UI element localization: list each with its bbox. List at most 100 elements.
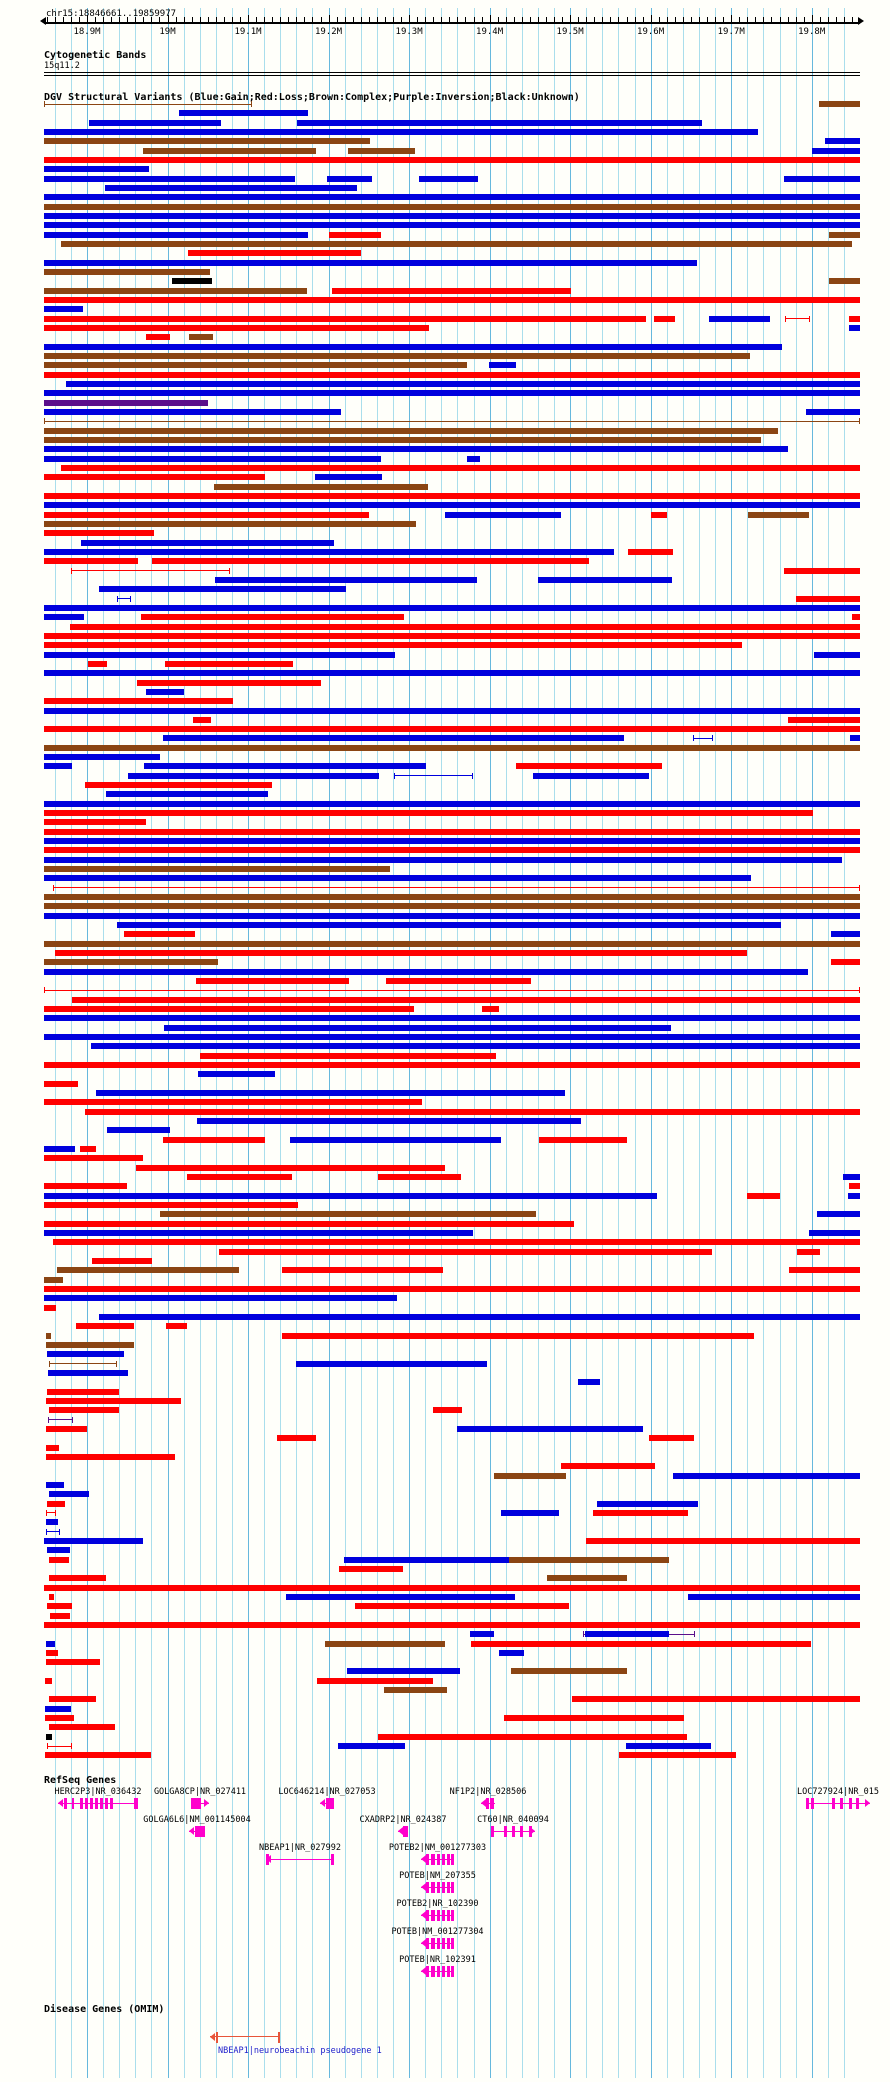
- variant-bar[interactable]: [197, 1071, 275, 1078]
- exon-block[interactable]: [451, 1966, 454, 1977]
- variant-bar[interactable]: [81, 539, 334, 546]
- cytoband-label-15q11-2[interactable]: 15q11.2: [44, 61, 80, 71]
- variant-bar[interactable]: [46, 1332, 52, 1339]
- variant-bar[interactable]: [45, 1752, 151, 1759]
- variant-bar[interactable]: [44, 390, 860, 397]
- exon-block[interactable]: [491, 1826, 494, 1837]
- variant-bar[interactable]: [189, 334, 213, 341]
- variant-bar[interactable]: [816, 1211, 860, 1218]
- exon-block[interactable]: [191, 1798, 201, 1809]
- variant-bar[interactable]: [44, 959, 218, 966]
- variant-bar[interactable]: [46, 1481, 64, 1488]
- variant-bar[interactable]: [504, 1715, 684, 1722]
- variant-bar[interactable]: [44, 1677, 52, 1684]
- exon-block[interactable]: [426, 1966, 429, 1977]
- variant-span[interactable]: [692, 735, 713, 742]
- variant-span[interactable]: [117, 595, 131, 602]
- variant-bar[interactable]: [316, 1677, 433, 1684]
- variant-bar[interactable]: [508, 1556, 669, 1563]
- variant-bar[interactable]: [107, 1127, 171, 1134]
- variant-span[interactable]: [46, 1528, 61, 1535]
- variant-bar[interactable]: [44, 324, 430, 331]
- variant-bar[interactable]: [44, 1304, 57, 1311]
- variant-bar[interactable]: [48, 1575, 106, 1582]
- variant-bar[interactable]: [45, 1341, 135, 1348]
- variant-bar[interactable]: [199, 1052, 497, 1059]
- refseq-gene-model[interactable]: [421, 1882, 454, 1893]
- variant-span[interactable]: [71, 567, 230, 574]
- exon-block[interactable]: [447, 1882, 450, 1893]
- variant-bar[interactable]: [89, 119, 221, 126]
- variant-bar[interactable]: [315, 474, 383, 481]
- variant-bar[interactable]: [219, 1248, 712, 1255]
- omim-gene-model[interactable]: [210, 2032, 280, 2043]
- variant-bar[interactable]: [285, 1593, 516, 1600]
- variant-bar[interactable]: [44, 1183, 128, 1190]
- variant-bar[interactable]: [44, 352, 751, 359]
- exon-block[interactable]: [486, 1798, 489, 1809]
- exon-block[interactable]: [64, 1798, 67, 1809]
- variant-bar[interactable]: [560, 1463, 655, 1470]
- variant-bar[interactable]: [44, 427, 778, 434]
- variant-bar[interactable]: [44, 287, 307, 294]
- exon-block[interactable]: [426, 1882, 429, 1893]
- variant-bar[interactable]: [48, 1556, 69, 1563]
- exon-block[interactable]: [437, 1910, 440, 1921]
- variant-bar[interactable]: [46, 1397, 181, 1404]
- variant-bar[interactable]: [44, 1621, 860, 1628]
- variant-bar[interactable]: [44, 903, 860, 910]
- variant-bar[interactable]: [347, 147, 416, 154]
- variant-bar[interactable]: [848, 315, 860, 322]
- variant-bar[interactable]: [44, 651, 395, 658]
- variant-bar[interactable]: [140, 614, 405, 621]
- exon-block[interactable]: [105, 1798, 108, 1809]
- variant-bar[interactable]: [47, 1369, 129, 1376]
- variant-bar[interactable]: [85, 782, 272, 789]
- variant-bar[interactable]: [411, 968, 464, 975]
- exon-block[interactable]: [431, 1966, 435, 1977]
- variant-bar[interactable]: [831, 959, 860, 966]
- variant-bar[interactable]: [795, 595, 860, 602]
- variant-bar[interactable]: [52, 1239, 860, 1246]
- variant-bar[interactable]: [493, 1472, 566, 1479]
- variant-bar[interactable]: [44, 940, 860, 947]
- exon-block[interactable]: [72, 1798, 74, 1809]
- exon-block[interactable]: [442, 1882, 445, 1893]
- variant-bar[interactable]: [343, 1556, 646, 1563]
- exon-block[interactable]: [856, 1798, 859, 1809]
- variant-bar[interactable]: [160, 1211, 537, 1218]
- variant-bar[interactable]: [44, 343, 783, 350]
- variant-bar[interactable]: [44, 408, 341, 415]
- variant-bar[interactable]: [44, 175, 296, 182]
- variant-bar[interactable]: [577, 1379, 600, 1386]
- exon-block[interactable]: [437, 1966, 440, 1977]
- refseq-gene-model[interactable]: [398, 1826, 408, 1837]
- variant-bar[interactable]: [145, 688, 185, 695]
- variant-bar[interactable]: [433, 1407, 463, 1414]
- variant-bar[interactable]: [44, 371, 860, 378]
- exon-block[interactable]: [100, 1798, 103, 1809]
- exon-block[interactable]: [442, 1966, 445, 1977]
- variant-bar[interactable]: [847, 1192, 860, 1199]
- variant-bar[interactable]: [532, 772, 649, 779]
- variant-bar[interactable]: [538, 1136, 627, 1143]
- omim-exon-start[interactable]: [216, 2032, 218, 2043]
- variant-bar[interactable]: [44, 614, 84, 621]
- variant-bar[interactable]: [44, 800, 860, 807]
- variant-bar[interactable]: [546, 1575, 628, 1582]
- exon-block[interactable]: [451, 1882, 454, 1893]
- variant-bar[interactable]: [44, 866, 390, 873]
- variant-bar[interactable]: [44, 1192, 658, 1199]
- exon-block[interactable]: [442, 1854, 445, 1865]
- exon-block[interactable]: [451, 1854, 454, 1865]
- variant-bar[interactable]: [61, 240, 853, 247]
- variant-bar[interactable]: [44, 847, 860, 854]
- variant-bar[interactable]: [165, 1323, 187, 1330]
- exon-block[interactable]: [447, 1966, 450, 1977]
- variant-bar[interactable]: [326, 175, 373, 182]
- variant-bar[interactable]: [852, 614, 860, 621]
- variant-bar[interactable]: [44, 810, 813, 817]
- variant-bar[interactable]: [178, 110, 309, 117]
- variant-bar[interactable]: [842, 1174, 860, 1180]
- variant-bar[interactable]: [49, 1724, 116, 1731]
